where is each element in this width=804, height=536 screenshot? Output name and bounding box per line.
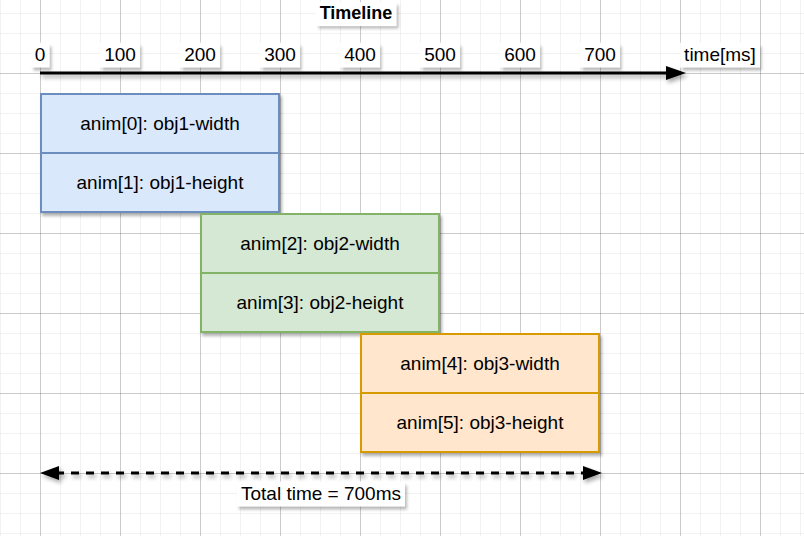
axis-tick-600: 600 — [500, 43, 540, 68]
axis-tick-700: 700 — [580, 43, 620, 68]
total-time-label: Total time = 700ms — [237, 482, 405, 507]
anim-bar: anim[0]: obj1-width — [42, 95, 278, 152]
axis-unit-label: time[ms] — [680, 43, 760, 68]
axis-tick-400: 400 — [340, 43, 380, 68]
anim-bar: anim[2]: obj2-width — [202, 215, 438, 272]
axis-tick-0: 0 — [31, 43, 50, 68]
axis-tick-200: 200 — [180, 43, 220, 68]
axis-tick-500: 500 — [420, 43, 460, 68]
total-time-double-arrow — [40, 466, 602, 480]
anim-bar: anim[3]: obj2-height — [202, 272, 438, 331]
time-axis-arrow — [40, 66, 686, 80]
anim-bar: anim[4]: obj3-width — [362, 335, 598, 392]
axis-tick-100: 100 — [100, 43, 140, 68]
anim-bar: anim[5]: obj3-height — [362, 392, 598, 451]
anim-group-obj2: anim[2]: obj2-width anim[3]: obj2-height — [200, 213, 440, 333]
timeline-diagram: Timeline 0 100 200 300 400 500 600 700 t… — [0, 0, 804, 536]
anim-bar: anim[1]: obj1-height — [42, 152, 278, 211]
axis-tick-300: 300 — [260, 43, 300, 68]
anim-group-obj3: anim[4]: obj3-width anim[5]: obj3-height — [360, 333, 600, 453]
anim-group-obj1: anim[0]: obj1-width anim[1]: obj1-height — [40, 93, 280, 213]
diagram-title: Timeline — [316, 2, 397, 26]
